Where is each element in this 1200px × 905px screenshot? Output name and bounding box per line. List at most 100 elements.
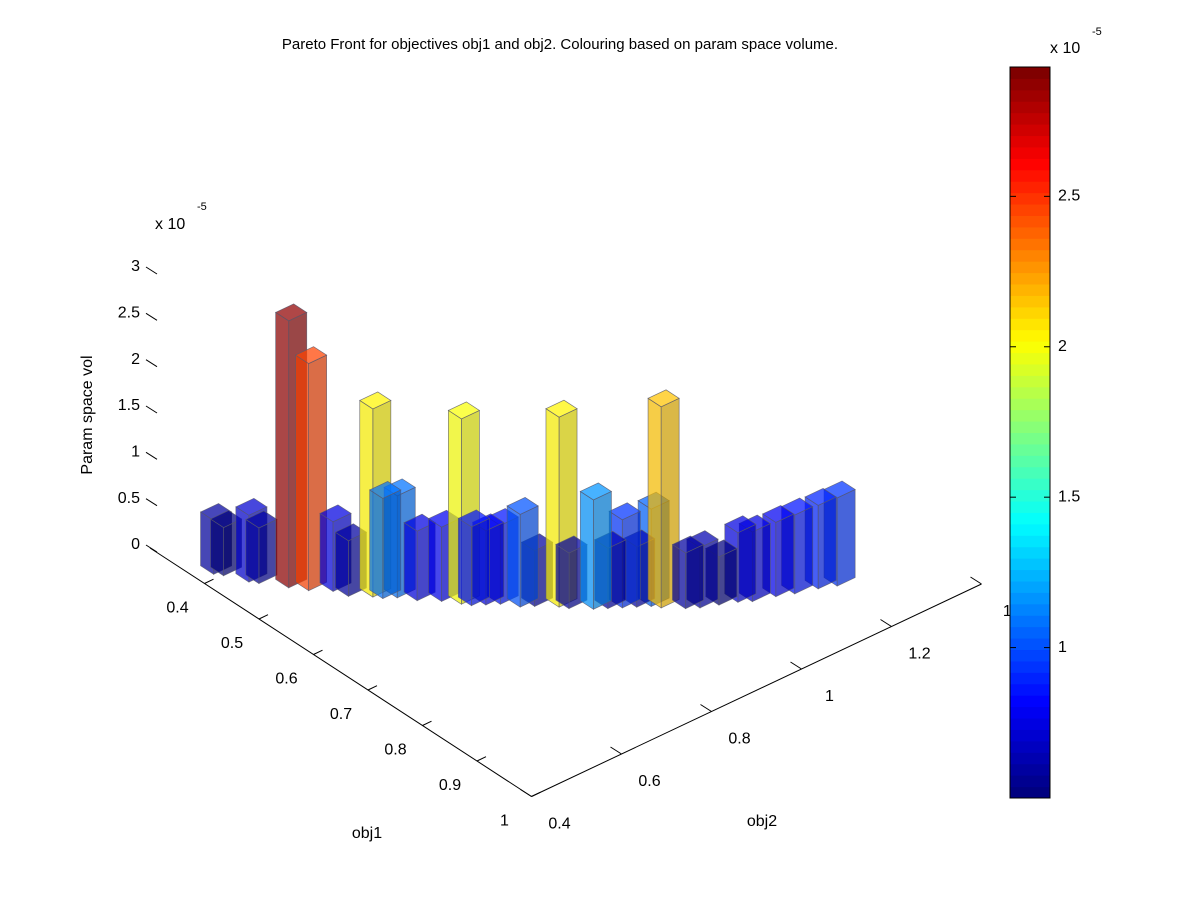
- colorbar-swatch: [1010, 306, 1050, 319]
- colorbar-swatch: [1010, 615, 1050, 628]
- x-tick-label: 0.5: [221, 635, 243, 652]
- colorbar-scale-exponent: -5: [1092, 26, 1102, 38]
- colorbar-swatch: [1010, 421, 1050, 433]
- y-tick-label: 1.2: [908, 646, 930, 663]
- colorbar-swatch: [1010, 78, 1050, 91]
- colorbar-swatch: [1010, 386, 1050, 399]
- z-tick: [145, 498, 158, 507]
- x-tick: [204, 578, 214, 584]
- bar-face-top: [608, 502, 642, 521]
- colorbar-swatch: [1010, 569, 1050, 582]
- colorbar-swatch: [1010, 432, 1050, 445]
- colorbar-swatch: [1010, 638, 1050, 651]
- y-tick: [790, 661, 802, 670]
- bar-face-side: [471, 517, 490, 607]
- bar-face-top: [447, 401, 481, 420]
- bar-face-top: [294, 346, 328, 365]
- bar-face-front: [295, 354, 309, 592]
- colorbar-swatch: [1010, 786, 1050, 799]
- colorbar-swatch: [1010, 295, 1050, 308]
- colorbar-swatch: [1010, 146, 1050, 159]
- z-tick-label: 0: [131, 536, 140, 553]
- bar-face-top: [235, 497, 268, 516]
- bar-face-top: [199, 503, 233, 521]
- x-tick-label: 0.9: [439, 777, 461, 794]
- y-tick: [700, 704, 712, 712]
- y-tick-label: 0.8: [728, 731, 750, 748]
- colorbar-swatch: [1010, 398, 1050, 411]
- colorbar-swatch: [1010, 626, 1050, 639]
- z-scale-exponent: -5: [197, 201, 207, 213]
- x-tick-label: 0.8: [384, 742, 406, 759]
- bar-face-front: [579, 490, 594, 610]
- colorbar-swatch: [1010, 523, 1050, 536]
- x-tick: [313, 649, 323, 655]
- colorbar-swatch: [1010, 135, 1050, 148]
- colorbar-swatch: [1010, 489, 1050, 502]
- colorbar-swatch: [1010, 660, 1050, 673]
- colorbar-swatch: [1010, 215, 1050, 228]
- colorbar-swatch: [1010, 329, 1050, 342]
- bar-face-front: [335, 531, 349, 598]
- bar-face-top: [274, 303, 308, 322]
- chart-title: Pareto Front for objectives obj1 and obj…: [282, 36, 838, 53]
- bar-face-front: [369, 489, 384, 600]
- colorbar-swatch: [1010, 261, 1050, 274]
- colorbar-swatch: [1010, 341, 1050, 354]
- x-tick-label: 0.7: [330, 706, 352, 723]
- colorbar-swatch: [1010, 238, 1050, 251]
- colorbar-swatch: [1010, 752, 1050, 765]
- bar-face-top: [319, 504, 352, 523]
- bar-face-top: [579, 482, 613, 501]
- bar-face-side: [593, 490, 612, 610]
- bar-face-top: [359, 391, 392, 410]
- x-tick-label: 1: [500, 813, 509, 830]
- colorbar-swatch: [1010, 192, 1050, 205]
- bar-face-side: [382, 489, 402, 600]
- bar-face-front: [647, 397, 662, 609]
- bar-face-top: [761, 505, 795, 523]
- colorbar-swatch: [1010, 729, 1050, 742]
- bar-face-front: [672, 543, 686, 610]
- colorbar-swatch: [1010, 455, 1050, 468]
- colorbar-swatch: [1010, 683, 1050, 696]
- colorbar-swatch: [1010, 558, 1050, 571]
- z-tick: [145, 405, 158, 414]
- bar-face-front: [506, 505, 521, 608]
- bar-face-top: [804, 488, 837, 506]
- z-tick-label: 1.5: [118, 397, 140, 414]
- x-tick: [422, 720, 432, 726]
- colorbar-swatch: [1010, 592, 1050, 605]
- colorbar-swatch: [1010, 501, 1050, 513]
- bar-face-front: [403, 521, 418, 602]
- bar-face-side: [794, 505, 814, 595]
- bar-face-side: [685, 543, 704, 610]
- z-tick: [145, 451, 158, 460]
- bar-face-top: [506, 497, 539, 515]
- z-tick: [145, 312, 158, 321]
- colorbar-swatch: [1010, 169, 1050, 182]
- bar-face-front: [319, 512, 334, 593]
- colorbar-swatch: [1010, 204, 1050, 216]
- colorbar-swatch: [1010, 249, 1050, 262]
- z-tick-label: 0.5: [118, 490, 140, 507]
- z-tick-label: 1: [131, 444, 140, 461]
- y-tick: [970, 576, 982, 585]
- bar-face-side: [836, 488, 856, 587]
- y-tick: [610, 746, 622, 755]
- x-tick: [367, 685, 378, 691]
- colorbar-swatch: [1010, 763, 1050, 776]
- bar-face-side: [258, 518, 278, 585]
- x-tick-label: 0.4: [166, 600, 188, 617]
- colorbar-swatch: [1010, 775, 1050, 788]
- colorbar-swatch: [1010, 478, 1050, 491]
- y-tick-label: 1: [825, 688, 834, 705]
- colorbar-tick-label: 2.5: [1058, 188, 1080, 205]
- colorbar-swatch: [1010, 718, 1050, 730]
- colorbar-swatch: [1010, 443, 1050, 456]
- x-tick: [531, 791, 541, 797]
- colorbar-swatch: [1010, 409, 1050, 422]
- colorbar-tick-label: 1: [1058, 639, 1067, 656]
- bar-face-top: [368, 481, 402, 499]
